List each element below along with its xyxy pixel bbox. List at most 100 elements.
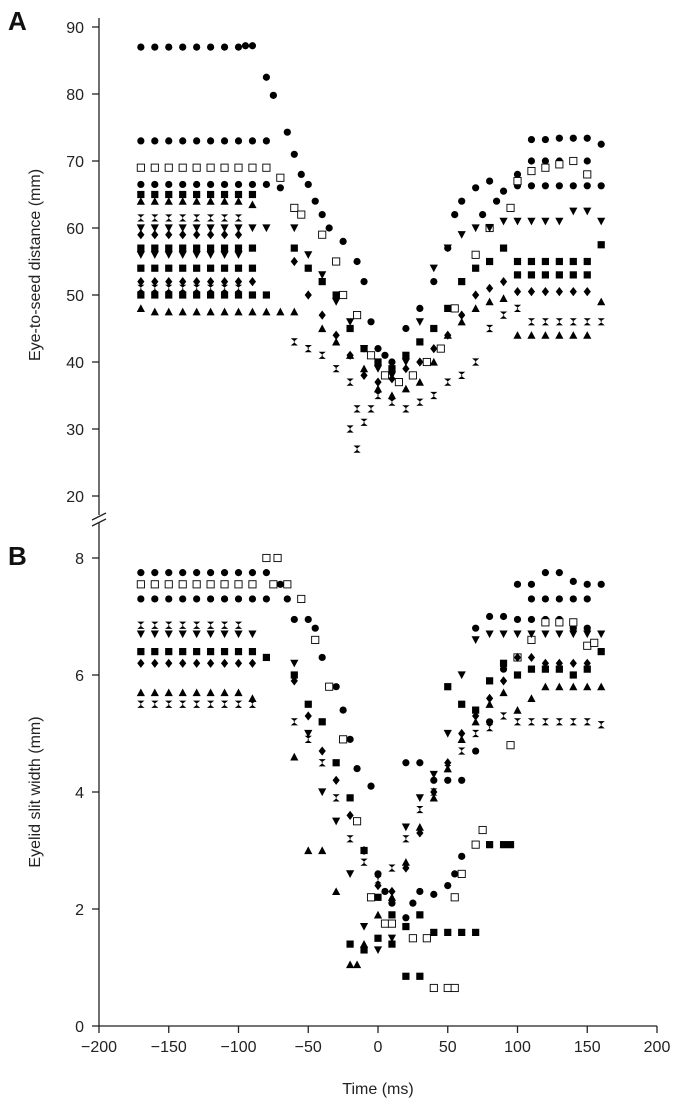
data-point-triangle-down <box>164 630 173 639</box>
data-point-triangle-down <box>178 224 187 233</box>
data-point-diamond <box>165 658 173 668</box>
data-point-diamond <box>290 676 298 686</box>
data-point-hourglass <box>137 214 145 222</box>
data-point-hourglass <box>513 718 522 726</box>
data-point-hourglass <box>555 718 563 726</box>
data-point-circle <box>311 624 319 632</box>
data-point-square <box>234 291 243 299</box>
data-point-triangle-down <box>136 224 145 233</box>
data-point-square <box>499 244 508 252</box>
data-point-triangle-up <box>318 846 327 855</box>
y-tick-label: 0 <box>75 1019 84 1036</box>
data-point-open-square <box>318 230 327 239</box>
x-tick-label: 50 <box>439 1039 457 1056</box>
data-point-hourglass <box>234 621 243 629</box>
data-point-circle <box>583 580 591 588</box>
x-tick-label: −100 <box>220 1039 256 1056</box>
data-point-hourglass <box>346 425 354 433</box>
data-point-triangle-down <box>220 630 229 639</box>
data-point-circle <box>541 595 550 603</box>
data-point-square <box>193 648 201 656</box>
data-point-triangle-up <box>359 940 369 948</box>
data-point-square <box>555 271 563 279</box>
data-point-open-square <box>478 825 487 835</box>
data-point-circle <box>492 197 501 205</box>
data-point-diamond <box>304 711 312 721</box>
data-point-triangle-up <box>248 307 257 316</box>
data-point-open-square <box>450 304 459 313</box>
data-point-square <box>388 940 396 948</box>
data-point-triangle-down <box>443 729 452 738</box>
data-point-open-square <box>506 741 515 750</box>
data-point-square <box>374 934 382 942</box>
data-point-hourglass <box>220 214 229 222</box>
data-point-triangle-up <box>150 307 159 316</box>
data-point-open-square <box>283 580 292 589</box>
data-point-circle <box>179 43 187 51</box>
data-point-hourglass <box>430 391 438 400</box>
data-point-triangle-up <box>150 197 159 205</box>
data-point-triangle-down <box>164 224 173 233</box>
data-point-square <box>346 940 354 948</box>
data-point-triangle-down <box>178 630 187 639</box>
data-point-diamond <box>472 711 480 721</box>
data-point-hourglass <box>151 621 159 629</box>
data-point-circle <box>193 569 201 577</box>
data-point-triangle-up <box>136 197 145 205</box>
data-point-triangle-down <box>220 224 229 233</box>
data-point-triangle-down <box>304 729 313 738</box>
data-point-hourglass <box>304 345 312 353</box>
data-point-diamond <box>248 658 257 668</box>
data-point-open-square <box>450 893 459 902</box>
data-point-triangle-up <box>290 307 299 316</box>
scatter-points-b <box>136 553 606 993</box>
data-point-open-square <box>353 311 362 320</box>
data-point-triangle-up <box>583 331 592 339</box>
data-point-diamond <box>179 277 187 287</box>
y-tick-label: 60 <box>66 221 84 238</box>
data-point-circle <box>276 580 284 588</box>
data-point-open-square <box>541 163 550 172</box>
data-point-open-square <box>380 919 390 928</box>
data-point-square <box>290 671 298 679</box>
data-point-square <box>290 244 298 252</box>
data-point-diamond <box>220 658 229 668</box>
data-point-triangle-up <box>527 331 536 339</box>
data-point-triangle-up <box>429 793 438 802</box>
data-point-hourglass <box>220 621 229 629</box>
data-point-hourglass <box>318 759 326 767</box>
data-point-triangle-up <box>220 688 229 697</box>
data-point-hourglass <box>583 318 591 326</box>
data-point-diamond <box>458 310 466 320</box>
data-point-open-square <box>234 580 243 589</box>
data-point-diamond <box>137 230 145 240</box>
data-point-square <box>151 648 159 656</box>
data-point-hourglass <box>472 358 480 366</box>
data-point-triangle-down <box>136 630 145 639</box>
data-point-hourglass <box>193 214 201 222</box>
data-point-circle <box>193 137 201 145</box>
data-point-square <box>527 665 536 673</box>
data-point-hourglass <box>388 864 396 872</box>
data-point-square <box>444 928 452 936</box>
data-point-open-square <box>429 983 438 993</box>
data-point-triangle-down <box>192 630 201 639</box>
data-point-open-square <box>297 594 306 603</box>
data-point-open-square <box>555 160 564 169</box>
data-point-triangle-up <box>234 307 243 316</box>
data-point-square <box>193 244 201 252</box>
data-point-hourglass <box>179 284 187 292</box>
data-point-triangle-down <box>401 823 410 832</box>
data-point-diamond <box>207 658 215 668</box>
data-point-circle <box>499 612 508 621</box>
data-point-circle <box>472 184 480 192</box>
data-point-triangle-down <box>304 251 313 259</box>
data-point-circle <box>353 257 361 266</box>
data-point-square <box>220 648 229 656</box>
data-point-triangle-down <box>583 207 592 216</box>
data-point-open-square <box>471 250 480 259</box>
data-point-circle <box>597 140 605 148</box>
data-point-circle <box>137 137 145 145</box>
data-point-circle <box>262 569 270 577</box>
data-point-open-square <box>192 163 201 172</box>
